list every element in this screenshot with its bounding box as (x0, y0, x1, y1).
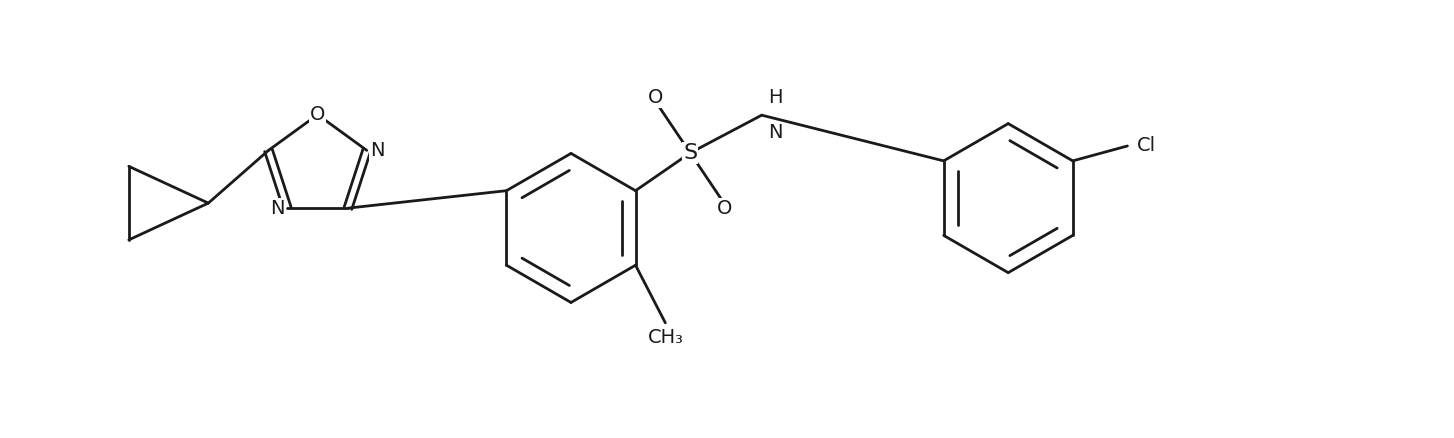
Text: S: S (683, 143, 698, 163)
Text: N: N (369, 141, 384, 160)
Text: CH₃: CH₃ (647, 328, 683, 347)
Text: O: O (310, 105, 326, 124)
Text: O: O (717, 199, 733, 218)
Text: N: N (768, 123, 782, 142)
Text: N: N (270, 199, 285, 218)
Text: O: O (647, 88, 663, 107)
Text: Cl: Cl (1137, 137, 1156, 155)
Text: H: H (768, 88, 782, 107)
